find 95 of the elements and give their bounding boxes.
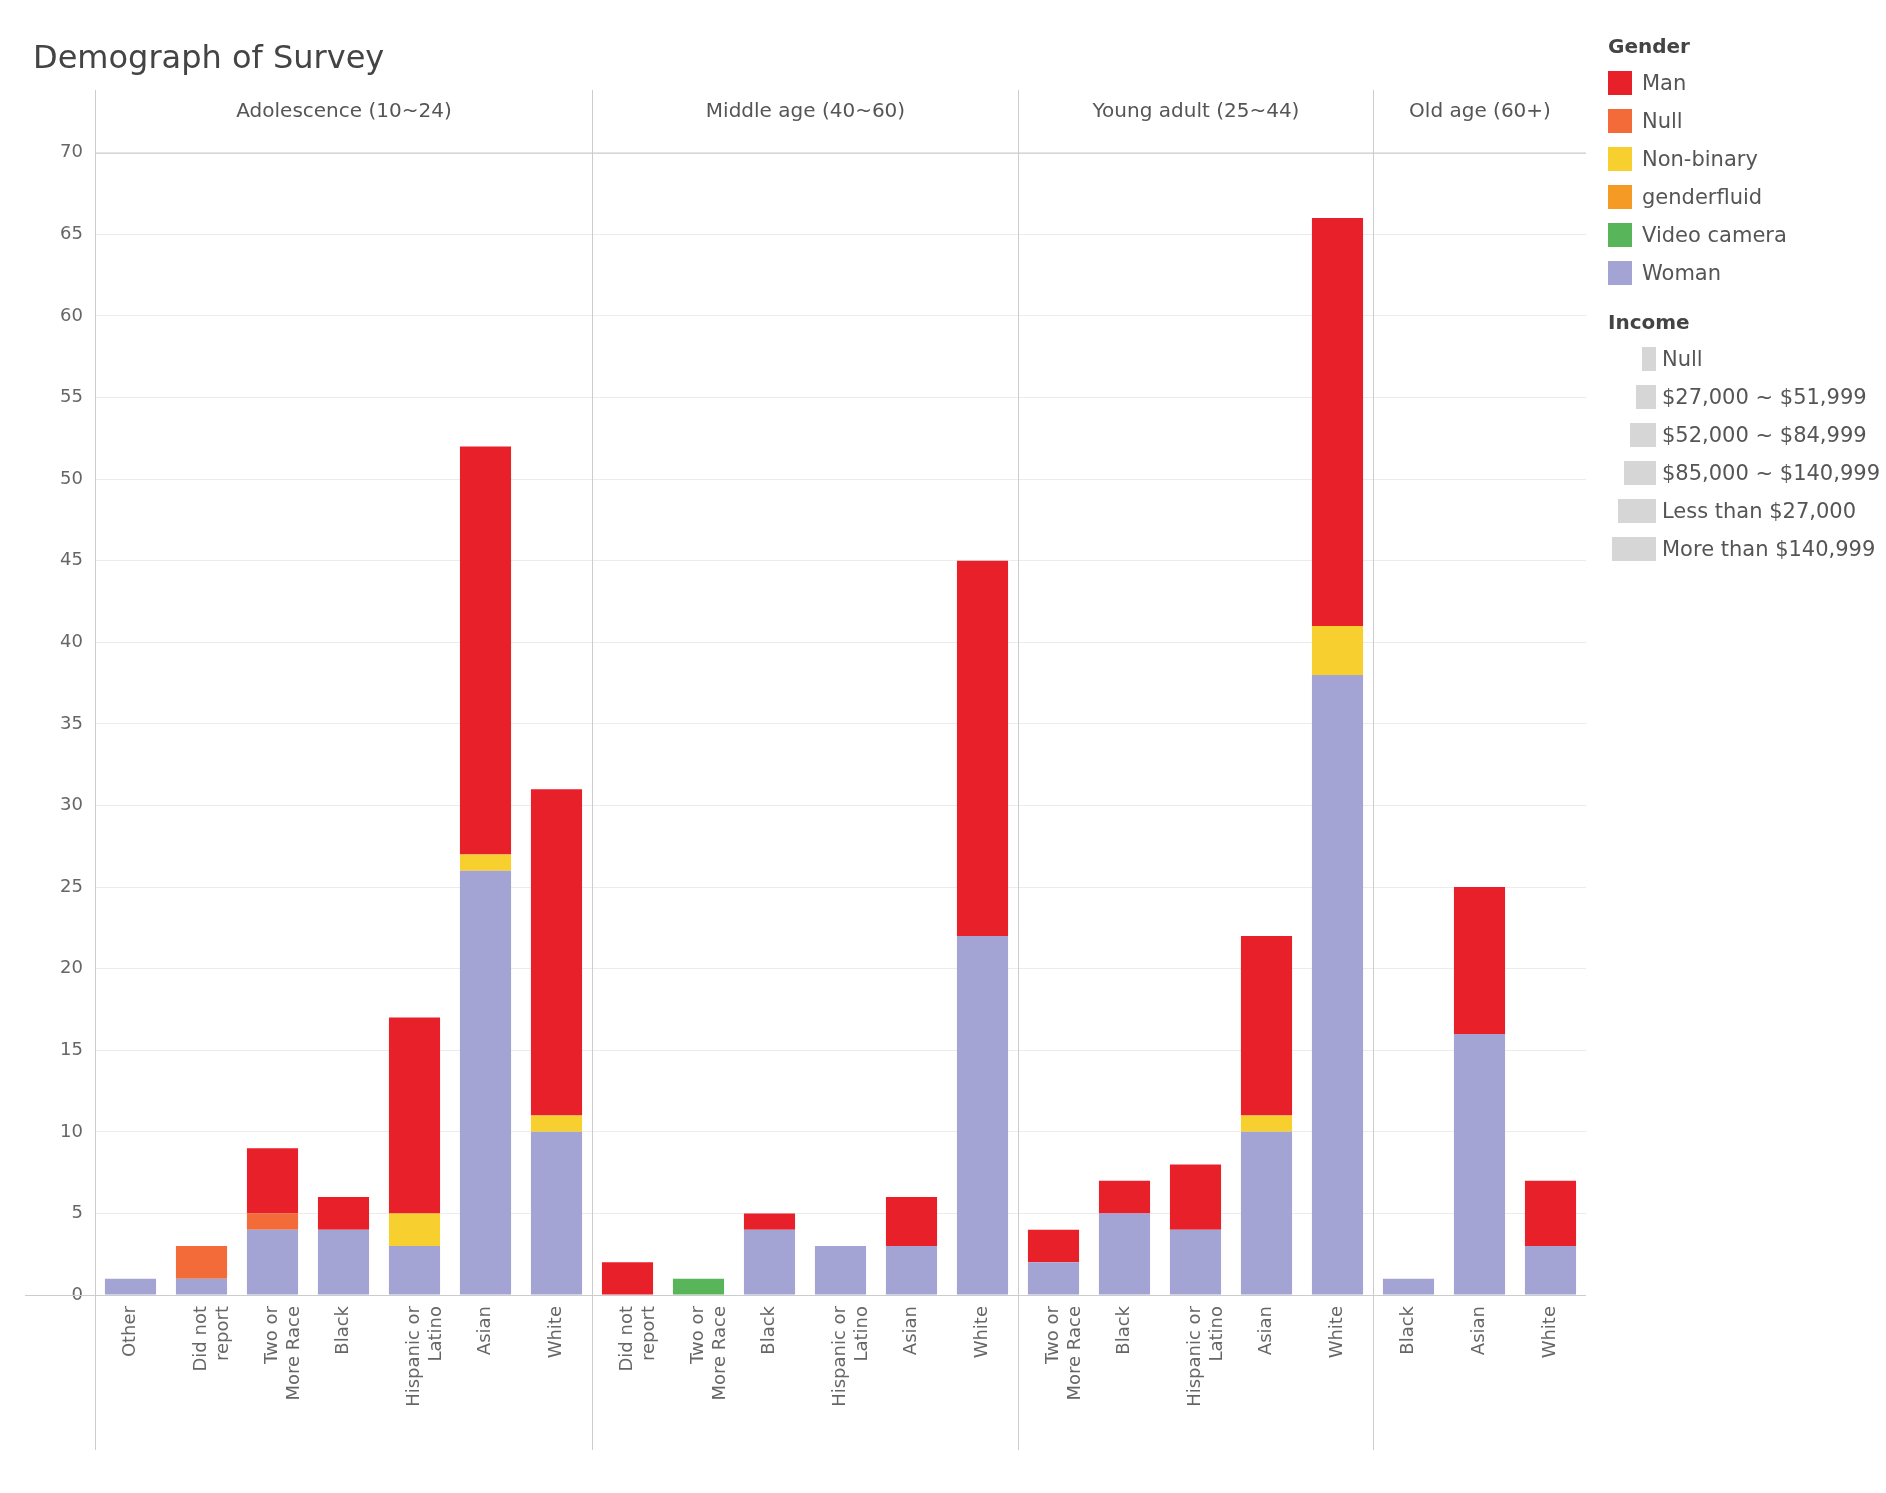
chart-title: Demograph of Survey	[33, 38, 385, 76]
x-tick-label: Black	[1112, 1305, 1134, 1355]
bar	[175, 1246, 228, 1279]
x-tick-label: Asian	[1254, 1306, 1276, 1356]
bar	[1169, 1164, 1222, 1230]
y-tick-label: 70	[60, 140, 83, 162]
x-tick-label: Did not report	[615, 1306, 658, 1372]
bar	[1169, 1229, 1222, 1295]
text: More than $140,999	[1662, 537, 1876, 561]
x-tick-label: White	[970, 1306, 992, 1359]
y-tick-label: 55	[60, 385, 83, 407]
bar	[885, 1246, 938, 1295]
x-tick-label: Asian	[899, 1306, 921, 1356]
y-tick-label: 20	[60, 956, 83, 978]
bar	[814, 1246, 867, 1295]
y-tick-label: 45	[60, 548, 83, 570]
legend-label: Video camera	[1642, 223, 1787, 247]
chart-subtitle: Old age (60+)	[1373, 90, 1586, 130]
bar	[459, 854, 512, 871]
legend-label: Man	[1642, 71, 1687, 95]
x-tick-label: Other	[118, 1305, 140, 1358]
y-tick-label: 30	[60, 793, 83, 815]
bar	[1524, 1246, 1577, 1295]
bar	[459, 870, 512, 1295]
bar	[175, 1278, 228, 1295]
chart-subtitle: Middle age (40~60)	[592, 90, 1018, 130]
bar	[672, 1278, 725, 1295]
bar	[1382, 1278, 1435, 1295]
bar	[1098, 1213, 1151, 1295]
x-tick-label: Hispanic or Latino	[402, 1305, 445, 1407]
bar	[104, 1278, 157, 1295]
x-tick-label: Asian	[1467, 1306, 1489, 1356]
bar	[246, 1229, 299, 1295]
bar	[459, 446, 512, 855]
bar	[388, 1017, 441, 1214]
legend-label: Non-binary	[1642, 147, 1758, 171]
bar	[1453, 887, 1506, 1034]
y-tick-label: 50	[60, 466, 83, 488]
bar	[1311, 626, 1364, 675]
y-tick-label: 40	[60, 629, 83, 651]
bar	[885, 1197, 938, 1247]
legend-label: Woman	[1642, 261, 1722, 285]
x-tick-label: Black	[331, 1305, 353, 1355]
legend-label: genderfluid	[1642, 185, 1763, 209]
bar	[388, 1246, 441, 1295]
bar	[1453, 1033, 1506, 1295]
bar	[1311, 674, 1364, 1295]
chart-subtitle: Young adult (25~44)	[1018, 90, 1373, 130]
text: Null	[1662, 347, 1703, 371]
bar	[530, 789, 583, 1116]
x-tick-label: Black	[1396, 1305, 1418, 1355]
text: Income	[1608, 310, 1691, 334]
text: Less than $27,000	[1662, 499, 1857, 523]
bar	[388, 1213, 441, 1247]
bar	[530, 1115, 583, 1132]
x-tick-label: White	[1538, 1306, 1560, 1359]
bar	[601, 1262, 654, 1295]
bar	[246, 1213, 299, 1230]
chart-subtitle: Adolescence (10~24)	[95, 90, 592, 130]
bar	[317, 1197, 370, 1230]
bar	[1098, 1180, 1151, 1214]
bar	[1027, 1229, 1080, 1263]
text: $52,000 ~ $84,999	[1662, 423, 1867, 447]
legend-label: Null	[1642, 109, 1683, 133]
bar	[743, 1229, 796, 1295]
x-tick-label: Black	[757, 1305, 779, 1355]
bar	[1027, 1262, 1080, 1295]
y-tick-label: 25	[60, 874, 83, 896]
y-tick-label: 15	[60, 1037, 83, 1059]
bar	[1240, 1115, 1293, 1132]
text: $85,000 ~ $140,999	[1662, 461, 1880, 485]
x-tick-label: Hispanic or Latino	[828, 1305, 871, 1407]
x-tick-label: Asian	[473, 1306, 495, 1356]
bar	[246, 1148, 299, 1214]
bar	[317, 1229, 370, 1295]
bar	[956, 560, 1009, 937]
bar	[1240, 936, 1293, 1116]
text: $27,000 ~ $51,999	[1662, 385, 1867, 409]
bar	[956, 936, 1009, 1295]
x-tick-label: Did not report	[189, 1306, 232, 1372]
bar	[1311, 218, 1364, 626]
x-tick-label: Two or More Race	[1041, 1305, 1084, 1401]
y-tick-label: 5	[71, 1201, 83, 1223]
bar	[530, 1131, 583, 1295]
x-tick-label: White	[1325, 1306, 1347, 1359]
y-tick-label: 10	[60, 1119, 83, 1141]
y-tick-label: 35	[60, 711, 83, 733]
bar	[1524, 1180, 1577, 1247]
x-tick-label: White	[544, 1306, 566, 1359]
y-tick-label: 65	[60, 222, 83, 244]
x-tick-label: Hispanic or Latino	[1183, 1305, 1226, 1407]
legend-title: Gender	[1608, 34, 1691, 58]
y-tick-label: 60	[60, 303, 83, 325]
bar	[1240, 1131, 1293, 1295]
bar	[743, 1213, 796, 1230]
